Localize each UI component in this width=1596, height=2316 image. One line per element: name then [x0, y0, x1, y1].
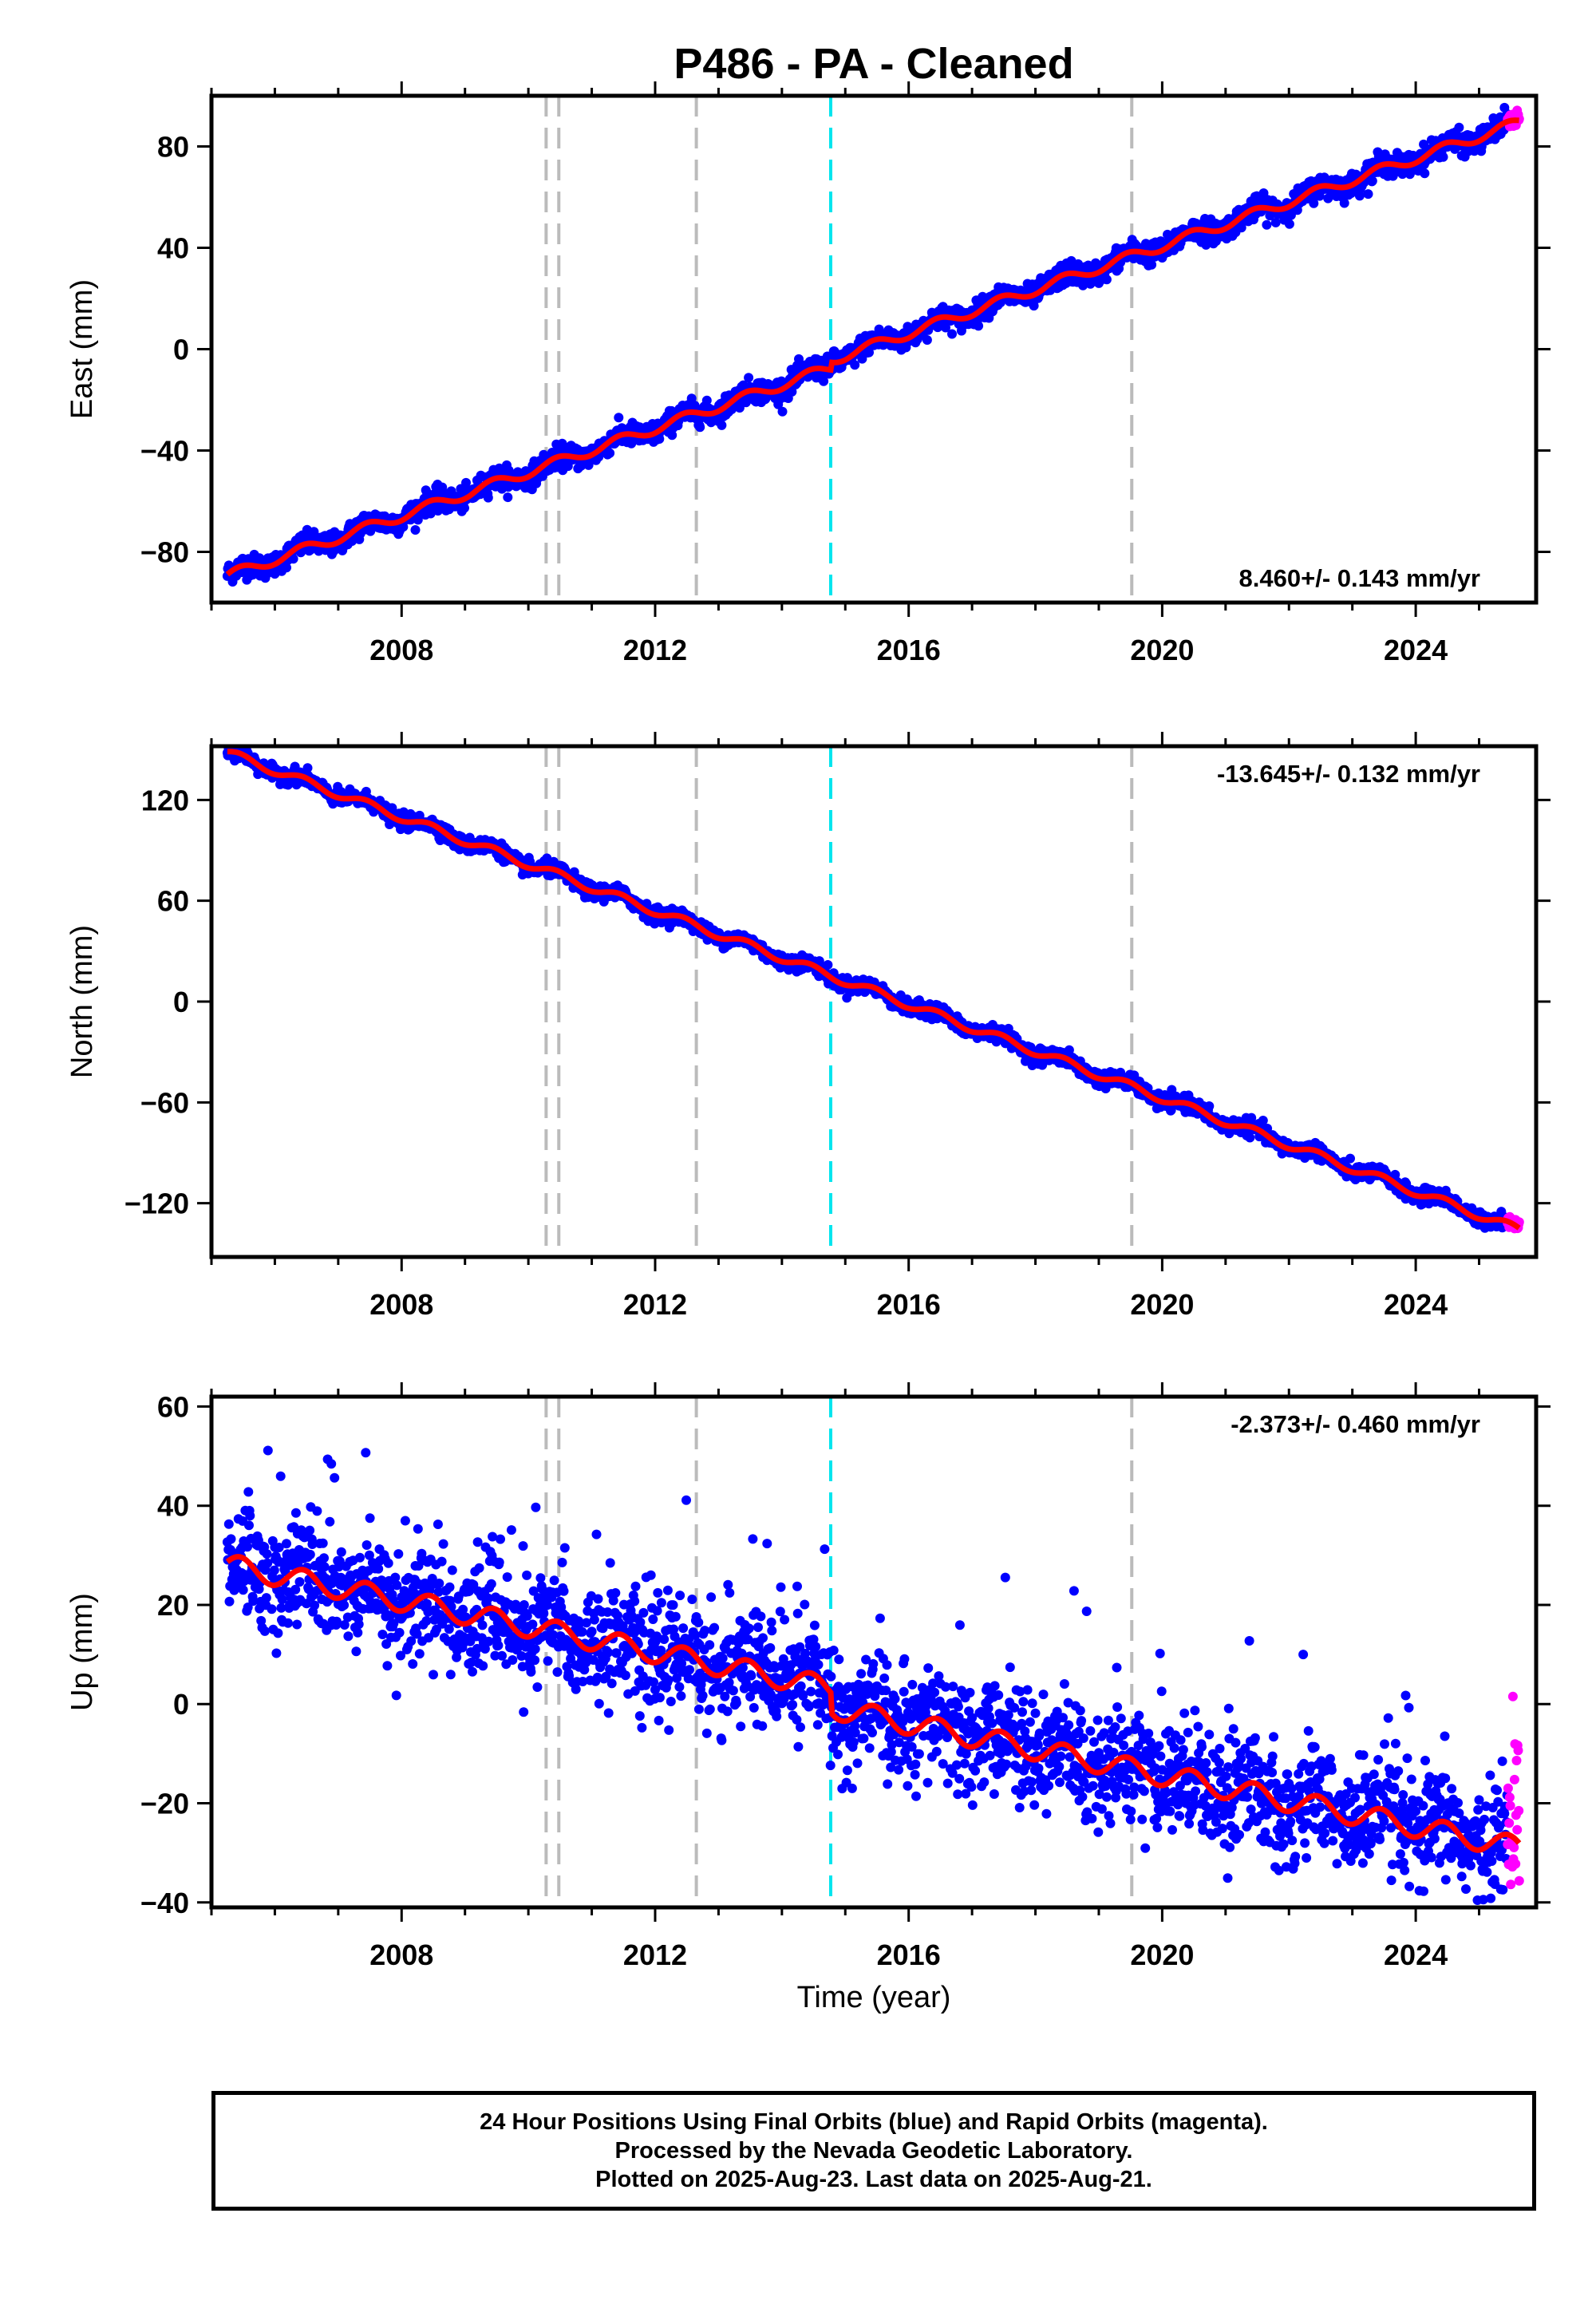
y-tick-label: 0 [173, 334, 189, 366]
final-point [823, 960, 833, 970]
final-point [1339, 198, 1349, 208]
final-point [933, 322, 943, 333]
x-tick-label: 2012 [623, 634, 687, 666]
final-point [922, 335, 932, 345]
observations-east [222, 102, 1524, 587]
x-tick-label: 2016 [877, 634, 941, 666]
final-point [614, 413, 624, 423]
final-point [941, 322, 950, 333]
final-point [1345, 1153, 1355, 1164]
model-fit-north [227, 749, 1521, 1231]
y-tick-label: 80 [157, 131, 189, 164]
final-point [410, 525, 421, 535]
final-point [819, 376, 829, 386]
final-point [1245, 1132, 1255, 1143]
final-point [1204, 1101, 1215, 1111]
rate-label: 8.460+/- 0.143 mm/yr [1239, 564, 1480, 592]
model-fit-east [225, 117, 1519, 577]
final-point [1367, 176, 1377, 186]
final-point [1284, 219, 1294, 229]
final-point [1101, 275, 1112, 285]
final-point [461, 477, 471, 488]
final-point [947, 329, 957, 339]
final-point [398, 522, 409, 532]
final-point [460, 503, 469, 513]
final-point [483, 492, 493, 503]
final-point [1270, 217, 1281, 227]
final-point [695, 422, 705, 433]
final-point [642, 899, 652, 909]
x-tick-label: 2020 [1130, 634, 1194, 666]
final-point [1309, 198, 1319, 208]
chart-title: P486 - PA - Cleaned [674, 40, 1073, 88]
final-point [850, 360, 860, 370]
final-point [1258, 1116, 1268, 1125]
panel-east: 2008 2012 2016 2020 2024 80 40 0 −40 −80 East (mm)… [65, 81, 1551, 666]
y-tick-label: −80 [140, 536, 189, 569]
final-point [503, 492, 513, 503]
final-point [1064, 1045, 1074, 1055]
final-point [974, 321, 984, 331]
x-tick-label: 2008 [369, 634, 433, 666]
y-axis-label: East (mm) [65, 279, 99, 419]
final-point [1454, 122, 1464, 132]
final-point [1147, 259, 1157, 270]
final-point [288, 554, 298, 564]
x-tick-label: 2024 [1384, 634, 1448, 666]
final-point [701, 395, 712, 405]
final-point [864, 347, 874, 358]
final-point [302, 763, 313, 773]
final-point [1420, 168, 1430, 179]
final-point [667, 430, 678, 441]
y-tick-label: −40 [140, 435, 189, 468]
final-point [1201, 239, 1211, 250]
final-point [282, 563, 291, 573]
final-point [717, 420, 727, 430]
final-point [654, 434, 665, 444]
chart-panels: 2008 2012 2016 2020 2024 80 40 0 −40 −80 East (mm)… [65, 81, 1551, 1971]
final-point [1363, 189, 1373, 200]
y-tick-label: 40 [157, 232, 189, 265]
final-point [777, 406, 788, 417]
final-point [1438, 152, 1448, 162]
final-point [605, 448, 615, 458]
final-point [1262, 219, 1272, 230]
final-point [744, 373, 754, 383]
final-point [433, 506, 443, 516]
